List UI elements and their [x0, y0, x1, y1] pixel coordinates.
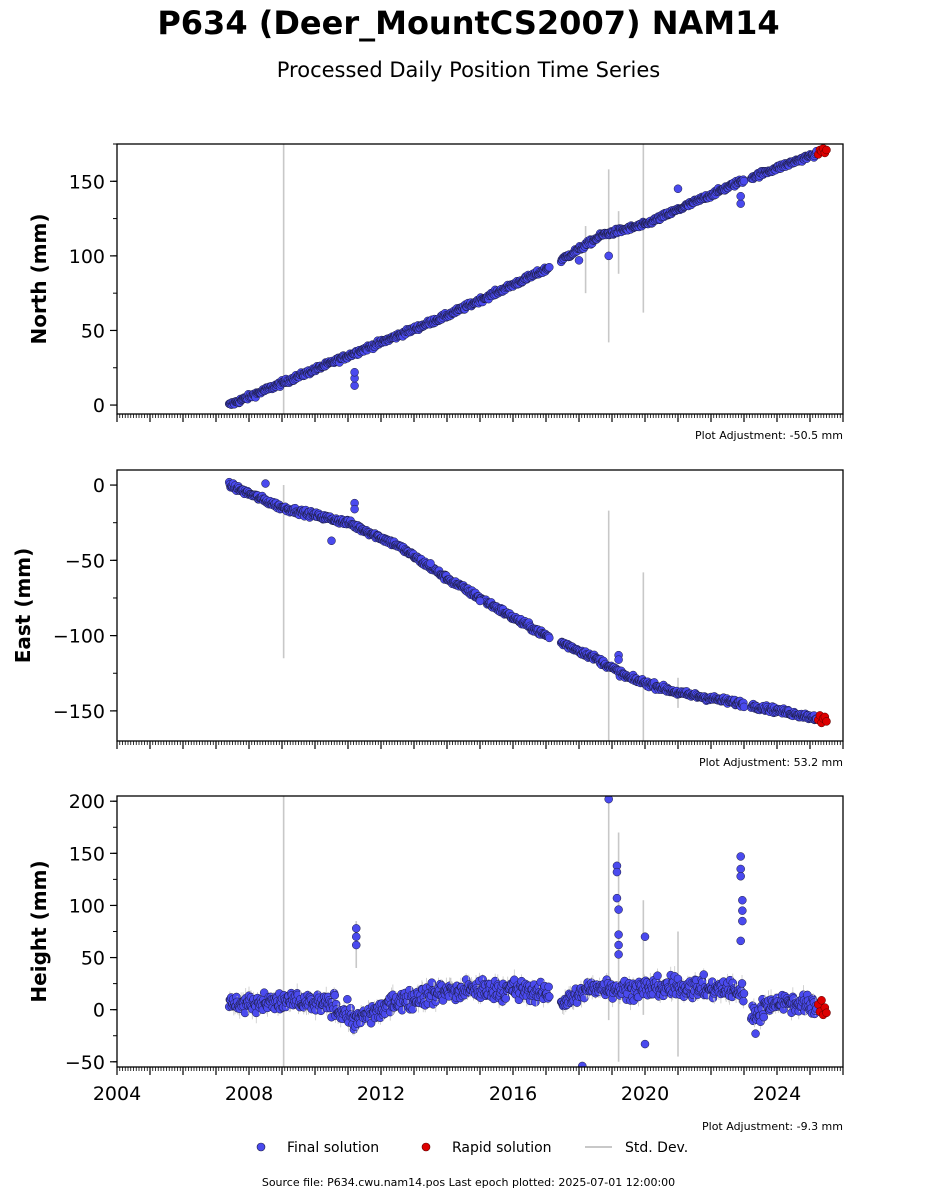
- legend-final-label: Final solution: [287, 1140, 379, 1156]
- final-point: [240, 1008, 250, 1018]
- y-tick-label: 50: [81, 948, 105, 970]
- final-point-outlier: [736, 936, 745, 946]
- final-point-outlier: [738, 916, 747, 926]
- y-tick-label: 150: [69, 171, 105, 193]
- y-tick-label: 0: [93, 475, 105, 497]
- plot-adjustment-label: Plot Adjustment: -50.5 mm: [695, 429, 843, 442]
- final-point-outlier: [614, 905, 623, 914]
- y-tick-label: −50: [65, 550, 105, 572]
- final-point: [739, 996, 748, 1006]
- y-tick-label: −100: [53, 626, 105, 648]
- final-point: [501, 994, 510, 1003]
- axes-frame: [116, 795, 844, 1068]
- final-point: [759, 1012, 769, 1022]
- y-tick-label: 150: [69, 843, 105, 865]
- final-point-outlier: [738, 906, 747, 915]
- final-point-outlier: [614, 930, 623, 939]
- legend-stddev-label: Std. Dev.: [625, 1140, 688, 1156]
- final-point-outlier: [640, 932, 650, 941]
- plot-area: [224, 796, 831, 1067]
- final-point: [737, 979, 747, 988]
- final-point-outlier: [426, 559, 435, 568]
- plot-area: [224, 477, 831, 741]
- final-point-outlier: [352, 924, 361, 933]
- final-point: [343, 995, 352, 1004]
- final-point-outlier: [604, 251, 613, 261]
- legend-rapid-label: Rapid solution: [452, 1140, 552, 1156]
- y-tick-label: 0: [93, 395, 105, 417]
- y-tick-label: −150: [53, 701, 105, 723]
- rapid-point: [822, 717, 831, 726]
- final-point: [739, 989, 749, 998]
- final-point-outlier: [736, 872, 745, 881]
- y-axis-label: Height (mm): [27, 860, 51, 1002]
- final-point-outlier: [736, 191, 745, 201]
- panel-3: −50 0 50 100 150 200 2004 2008 2012 2016 2020 2024 H…: [27, 791, 844, 1133]
- y-tick-label: 0: [93, 1000, 105, 1022]
- final-point: [545, 633, 554, 643]
- y-axis-label: East (mm): [11, 548, 35, 664]
- legend-rapid-marker: [421, 1142, 431, 1152]
- final-point: [545, 992, 554, 1001]
- x-tick-label: 2020: [621, 1083, 669, 1105]
- final-point-outlier: [614, 950, 623, 959]
- final-point: [330, 991, 340, 1000]
- final-point-outlier: [350, 381, 359, 390]
- rapid-point: [822, 145, 831, 155]
- final-point-outlier: [350, 504, 359, 514]
- plot-adjustment-label: Plot Adjustment: 53.2 mm: [699, 756, 843, 769]
- final-point-outlier: [352, 940, 361, 950]
- final-point-outlier: [751, 1029, 760, 1038]
- legend-final-marker: [256, 1142, 266, 1152]
- final-point-outlier: [640, 1039, 650, 1049]
- y-axis-label: North (mm): [27, 213, 51, 344]
- y-tick-label: 100: [69, 246, 105, 268]
- x-tick-label: 2016: [489, 1083, 537, 1105]
- y-tick-label: 50: [81, 320, 105, 342]
- final-point-outlier: [673, 184, 683, 194]
- y-tick-label: −50: [65, 1052, 105, 1074]
- final-point-outlier: [736, 864, 745, 874]
- final-point-outlier: [614, 940, 623, 950]
- chart-title: P634 (Deer_MountCS2007) NAM14: [157, 4, 780, 42]
- chart-subtitle: Processed Daily Position Time Series: [276, 58, 661, 82]
- final-point-outlier: [350, 367, 359, 377]
- panel-1: 0 50 100 150 North (mm) Plot Adjustment: -50.…: [27, 143, 844, 442]
- plot-area: [224, 144, 831, 414]
- final-point: [739, 176, 749, 186]
- final-point-outlier: [352, 932, 361, 941]
- final-point-outlier: [475, 596, 485, 606]
- x-tick-label: 2012: [357, 1083, 405, 1105]
- final-point-outlier: [614, 655, 623, 664]
- x-tick-label: 2024: [753, 1083, 801, 1105]
- final-point: [544, 982, 553, 992]
- final-point-outlier: [736, 199, 745, 208]
- final-point: [699, 970, 708, 979]
- legend: Final solution Rapid solution Std. Dev.: [256, 1140, 688, 1156]
- final-point: [653, 971, 662, 980]
- final-point-outlier: [574, 256, 584, 265]
- x-tick-label: 2008: [225, 1083, 273, 1105]
- final-point: [739, 702, 749, 712]
- final-point-outlier: [261, 479, 270, 488]
- final-point-outlier: [738, 895, 747, 905]
- source-line: Source file: P634.cwu.nam14.pos Last epo…: [261, 1176, 676, 1189]
- final-point: [545, 262, 554, 272]
- x-tick-label: 2004: [93, 1083, 141, 1105]
- rapid-point: [822, 1008, 831, 1018]
- y-tick-label: 100: [69, 895, 105, 917]
- final-point-outlier: [736, 852, 745, 861]
- final-point-outlier: [327, 536, 336, 546]
- panel-2: 0 −50 −100 −150 East (mm) Plot Adjustment: 53…: [11, 469, 844, 769]
- final-point-outlier: [612, 893, 622, 903]
- y-tick-label: 200: [69, 791, 105, 813]
- final-point-outlier: [612, 867, 622, 877]
- rapid-point: [817, 996, 826, 1005]
- plot-adjustment-label: Plot Adjustment: -9.3 mm: [702, 1120, 843, 1133]
